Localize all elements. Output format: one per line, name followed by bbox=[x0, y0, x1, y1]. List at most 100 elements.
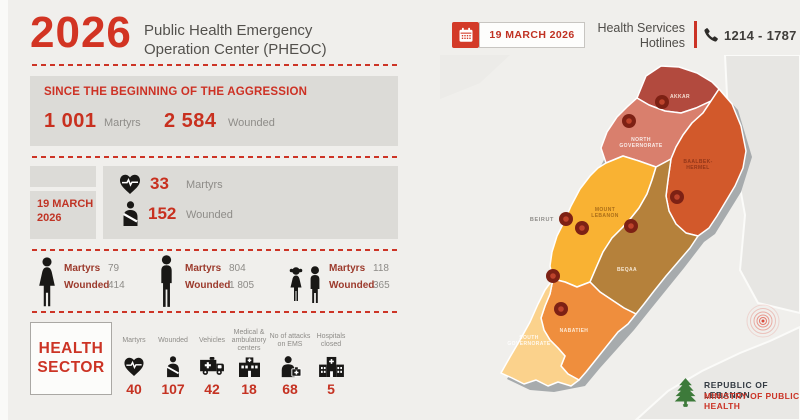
women-martyrs-value: 79 bbox=[108, 263, 120, 274]
label-akkar: AKKAR bbox=[670, 94, 690, 100]
cumulative-heading: SINCE THE BEGINNING OF THE AGGRESSION bbox=[44, 86, 308, 98]
ministry-name-line1: REPUBLIC OF LEBANON bbox=[704, 380, 769, 400]
divider-dashed bbox=[32, 156, 398, 158]
cumulative-stats-box bbox=[30, 76, 398, 146]
hospital-icon bbox=[308, 356, 354, 378]
hs-col-martyrs: Martyrs 40 bbox=[111, 328, 157, 397]
hs-col-medical-centers: Medical & ambulatory centers 18 bbox=[226, 328, 272, 397]
daily-date: 19 MARCH 2026 bbox=[37, 197, 93, 225]
label-mount-lebanon-line2: LEBANON bbox=[591, 213, 619, 219]
hotline-numbers: 1214 - 1787 bbox=[724, 28, 797, 43]
report-year: 2026 bbox=[30, 8, 132, 57]
daily-martyrs-label: Martyrs bbox=[186, 179, 223, 191]
children-martyrs-label: Martyrs bbox=[329, 263, 366, 274]
hs-col-hospitals-closed: Hospitals closed 5 bbox=[308, 328, 354, 397]
hs-vehicles-label: Vehicles bbox=[198, 337, 226, 344]
hotlines-label-line2: Hotlines bbox=[639, 36, 685, 50]
label-beqaa: BEQAA bbox=[617, 267, 637, 273]
hs-wounded-label: Wounded bbox=[158, 337, 188, 344]
label-baalbek-line2: HERMEL bbox=[686, 165, 710, 171]
hs-col-vehicles: 42 bbox=[189, 328, 235, 397]
marker-beirut-coast-2 bbox=[575, 221, 589, 235]
daily-date-line1: 19 MARCH bbox=[37, 198, 94, 210]
marker-baalbek-hermel bbox=[670, 190, 684, 204]
medical-center-icon bbox=[226, 356, 272, 378]
cumulative-wounded-value: 2 584 bbox=[164, 110, 217, 132]
label-mount-lebanon-line1: MOUNT bbox=[595, 207, 615, 213]
ministry-name-line2: MINISTRY OF PUBLIC HEALTH bbox=[704, 391, 800, 411]
page-title-line2: Operation Center (PHEOC) bbox=[144, 41, 327, 58]
hs-martyrs-label: Martyrs bbox=[122, 337, 146, 344]
calendar-icon bbox=[452, 22, 479, 48]
wounded-person-icon bbox=[150, 356, 196, 378]
women-wounded-value: 414 bbox=[108, 280, 125, 291]
label-north-line1: NORTH bbox=[631, 137, 651, 143]
hs-vehicles-value: 42 bbox=[204, 381, 220, 397]
map-background-land-northwest bbox=[440, 55, 510, 99]
pulse-epicenter-icon bbox=[746, 304, 780, 338]
daily-date-box bbox=[30, 191, 96, 239]
label-south-line2: GOVERNORATE bbox=[507, 341, 550, 347]
region-south-governorate bbox=[500, 278, 580, 387]
paramedic-icon bbox=[267, 356, 313, 378]
heart-pulse-icon bbox=[111, 356, 157, 378]
hs-col-ems-attacks: No of attacks on EMS 68 bbox=[267, 328, 313, 397]
daily-martyrs-value: 33 bbox=[150, 174, 169, 193]
men-martyrs-label: Martyrs bbox=[185, 263, 222, 274]
man-icon bbox=[161, 255, 172, 307]
hs-hospitals-closed-label: Hospitals closed bbox=[316, 333, 346, 348]
wounded-person-icon bbox=[123, 201, 138, 226]
woman-icon bbox=[39, 257, 55, 307]
women-martyrs-label: Martyrs bbox=[64, 263, 101, 274]
hs-hospitals-closed-value: 5 bbox=[327, 381, 335, 397]
daily-spacer-box bbox=[30, 166, 96, 187]
cedar-tree-icon bbox=[674, 378, 697, 407]
cumulative-wounded-label: Wounded bbox=[228, 117, 275, 129]
hotline-divider bbox=[694, 21, 697, 48]
marker-nabatieh bbox=[554, 302, 568, 316]
divider-dashed bbox=[32, 249, 398, 251]
marker-beqaa-north bbox=[624, 219, 638, 233]
divider-dashed bbox=[32, 311, 398, 313]
daily-date-line2: 2026 bbox=[37, 212, 62, 224]
heart-pulse-icon bbox=[120, 174, 140, 194]
daily-wounded-value: 152 bbox=[148, 204, 177, 223]
marker-north bbox=[622, 114, 636, 128]
page-title: Public Health Emergency Operation Center… bbox=[144, 21, 327, 59]
health-sector-title-line2: SECTOR bbox=[37, 359, 105, 376]
men-wounded-value: 1 805 bbox=[229, 280, 255, 291]
health-sector-title: HEALTH SECTOR bbox=[31, 323, 111, 377]
men-wounded-label: Wounded bbox=[185, 280, 231, 291]
hotlines-label: Health Services Hotlines bbox=[580, 21, 685, 51]
left-edge-strip bbox=[0, 0, 8, 420]
cumulative-martyrs-label: Martyrs bbox=[104, 117, 141, 129]
marker-mount-lebanon-south bbox=[546, 269, 560, 283]
daily-stats-box bbox=[103, 166, 398, 239]
page-title-line1: Public Health Emergency bbox=[144, 22, 313, 39]
label-north-line2: GOVERNORATE bbox=[619, 143, 662, 149]
label-beirut: BEIRUT bbox=[530, 217, 554, 223]
hs-wounded-value: 107 bbox=[161, 381, 185, 397]
phone-icon bbox=[704, 28, 718, 42]
hs-medical-centers-value: 18 bbox=[241, 381, 257, 397]
label-baalbek-line1: BAALBEK- bbox=[683, 159, 712, 165]
hs-martyrs-value: 40 bbox=[126, 381, 142, 397]
label-south-line1: SOUTH bbox=[519, 335, 539, 341]
hs-col-wounded: Wounded 107 bbox=[150, 328, 196, 397]
marker-akkar bbox=[655, 95, 669, 109]
hs-ems-attacks-label: No of attacks on EMS bbox=[269, 333, 311, 348]
health-sector-box: HEALTH SECTOR bbox=[30, 322, 112, 395]
cumulative-martyrs-value: 1 001 bbox=[44, 110, 97, 132]
hs-medical-centers-label: Medical & ambulatory centers bbox=[231, 329, 267, 352]
children-icon bbox=[289, 266, 320, 303]
ambulance-icon bbox=[189, 356, 235, 378]
health-sector-title-line1: HEALTH bbox=[38, 340, 104, 357]
label-nabatieh: NABATIEH bbox=[560, 328, 589, 334]
marker-beirut-coast-1 bbox=[559, 212, 573, 226]
report-date-badge: 19 MARCH 2026 bbox=[479, 22, 585, 48]
strike-markers bbox=[546, 95, 684, 316]
hs-ems-attacks-value: 68 bbox=[282, 381, 298, 397]
children-wounded-value: 365 bbox=[373, 280, 390, 291]
lebanon-map: AKKAR NORTH GOVERNORATE BAALBEK- HERMEL … bbox=[440, 55, 800, 420]
